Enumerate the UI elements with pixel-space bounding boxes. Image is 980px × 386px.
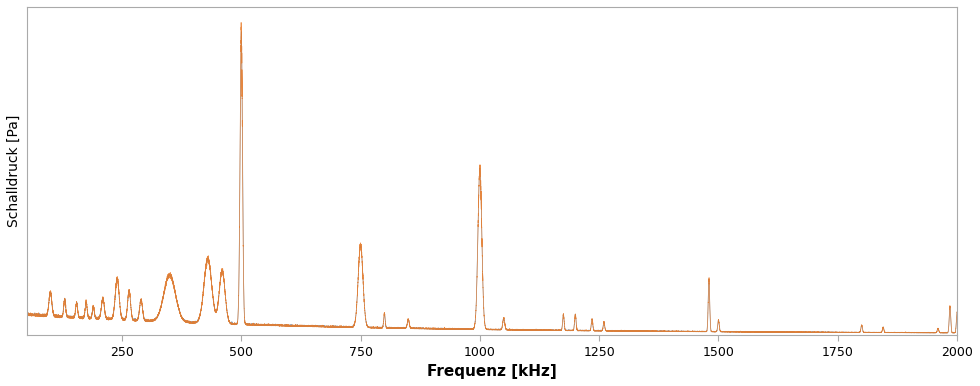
X-axis label: Frequenz [kHz]: Frequenz [kHz] <box>427 364 557 379</box>
Y-axis label: Schalldruck [Pa]: Schalldruck [Pa] <box>7 115 21 227</box>
